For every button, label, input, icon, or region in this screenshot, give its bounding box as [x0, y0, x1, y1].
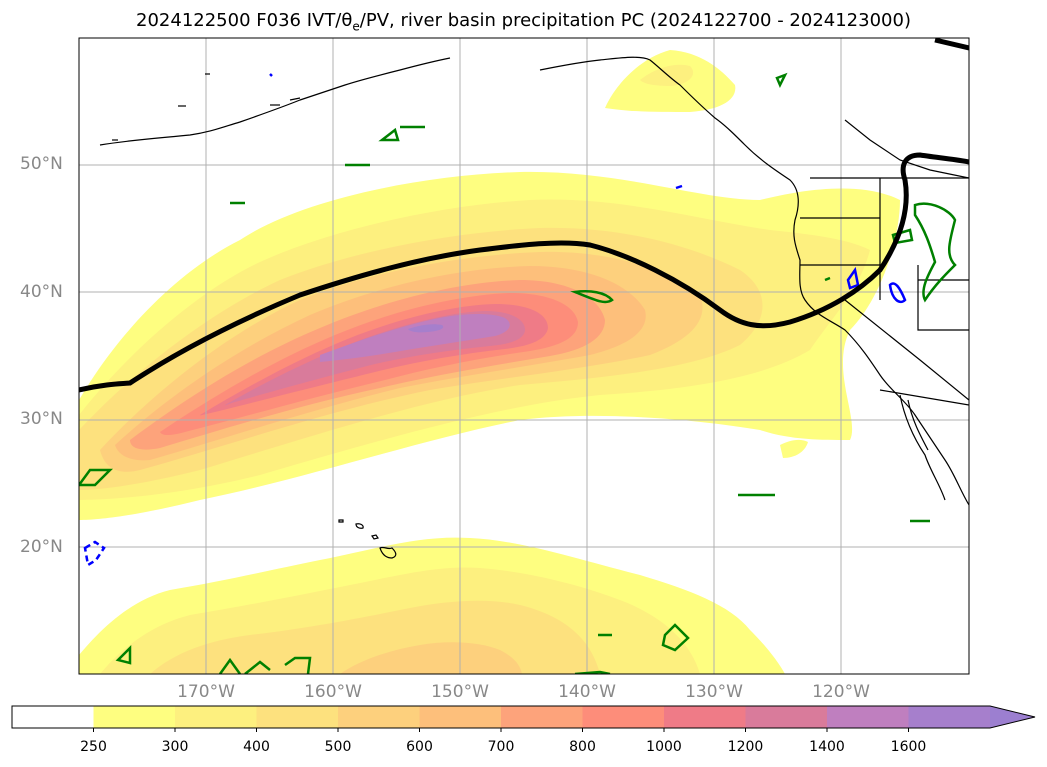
ivt-shading-ar — [79, 171, 900, 520]
colorbar-tick-label: 1000 — [646, 739, 682, 755]
colorbar-tick-label: 250 — [80, 739, 107, 755]
ivt-band-1600 — [408, 324, 444, 333]
map-title: 2024122500 F036 IVT/θe/PV, river basin p… — [0, 10, 1047, 34]
ivt-shading-alaska — [605, 50, 736, 112]
graticule — [79, 38, 969, 674]
coastlines — [99, 56, 969, 559]
lat-label-40: 40°N — [20, 282, 63, 302]
green-contours — [79, 72, 957, 674]
title-suffix: /PV, river basin precipitation PC (20241… — [359, 10, 911, 31]
colorbar-tick-label: 700 — [487, 739, 515, 755]
title-prefix: 2024122500 F036 IVT/ — [136, 10, 342, 31]
lat-label-50: 50°N — [20, 154, 63, 174]
blue-contours — [83, 73, 907, 568]
colorbar-tick-label: 1200 — [727, 739, 764, 755]
map-frame — [78, 37, 970, 675]
lat-label-30: 30°N — [20, 409, 63, 429]
ivt-shading-coast — [780, 439, 808, 458]
lat-label-20: 20°N — [20, 537, 63, 557]
lon-label-130w: 130°W — [685, 682, 743, 702]
lon-label-160w: 160°W — [304, 682, 362, 702]
ivt-band-1400 — [320, 314, 510, 362]
pv-contour-north — [934, 38, 969, 51]
pv-contour — [79, 152, 969, 393]
lon-label-140w: 140°W — [558, 682, 616, 702]
colorbar-tick-label: 400 — [243, 739, 270, 755]
lon-label-170w: 170°W — [177, 682, 235, 702]
colorbar-tick-label: 500 — [324, 739, 352, 755]
ivt-shading-south — [79, 537, 785, 674]
colorbar-tick-label: 1400 — [809, 739, 845, 755]
colorbar-tick-label: 800 — [569, 739, 596, 755]
title-theta-sub: e — [352, 19, 360, 34]
lon-label-150w: 150°W — [431, 682, 489, 702]
ivt-band-250-coast — [780, 439, 808, 458]
colorbar-tick-label: 1600 — [890, 739, 927, 755]
colorbar-tick-label: 300 — [161, 739, 189, 755]
lon-label-120w: 120°W — [812, 682, 870, 702]
colorbar-tick-label: 600 — [406, 739, 433, 755]
title-theta: θ — [341, 10, 353, 31]
ivt-band-500-south — [340, 642, 522, 674]
ivt-band-300-alaska — [640, 64, 694, 86]
